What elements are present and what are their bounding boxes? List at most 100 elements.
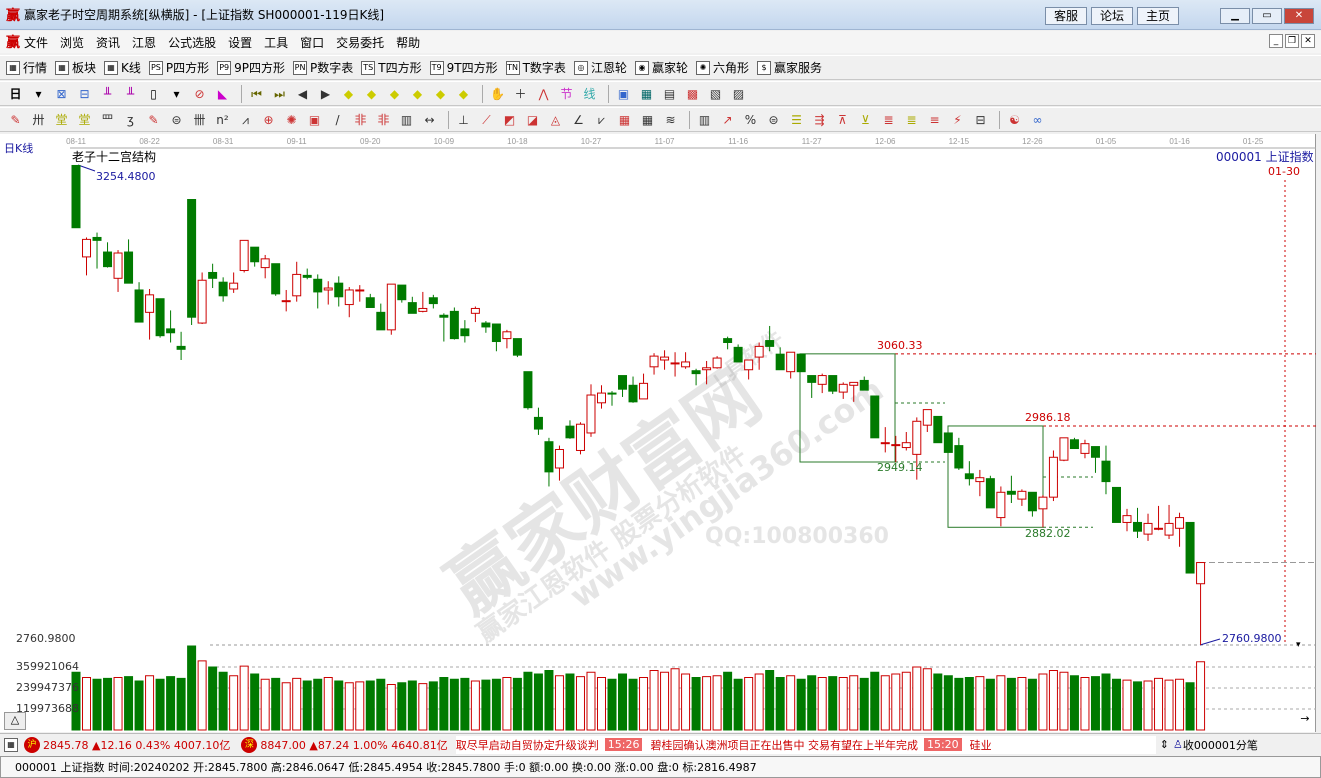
crosshair-icon[interactable]: ＋ bbox=[514, 86, 527, 101]
list-icon[interactable]: ▥ bbox=[698, 112, 711, 127]
scroll-right-arrow-icon[interactable]: → bbox=[1300, 712, 1310, 725]
indicator-icon[interactable]: ⊟ bbox=[79, 86, 90, 101]
bands2-icon[interactable]: ≣ bbox=[906, 112, 917, 127]
sz-index-quote[interactable]: 深 8847.00 ▲87.24 1.00% 4640.81亿 bbox=[238, 736, 448, 753]
export-icon[interactable]: ▨ bbox=[732, 86, 745, 101]
dropdown-icon[interactable]: ▾ bbox=[173, 86, 180, 101]
target-icon[interactable]: ⊕ bbox=[263, 112, 274, 127]
mdi-close-button[interactable]: ✕ bbox=[1301, 34, 1315, 48]
levels-icon[interactable]: ☰ bbox=[791, 112, 802, 127]
news-ticker[interactable]: 取尽早启动自贸协定升级谈判 15:26 碧桂园确认澳洲项目正在出售中 交易有望在上… bbox=[455, 735, 1156, 754]
last-icon[interactable]: ⏭ bbox=[274, 86, 285, 101]
angle-line-icon[interactable]: ∠ bbox=[573, 112, 584, 127]
circle-icon[interactable]: ⊜ bbox=[171, 112, 182, 127]
kline-chart[interactable]: 赢家财富网 赢家江恩软件 股票分析软件 工具软件 www.yingjia360.… bbox=[0, 134, 1316, 732]
maximize-button[interactable]: ▭ bbox=[1252, 8, 1282, 24]
delete-icon[interactable]: ⊟ bbox=[975, 112, 986, 127]
arrows-icon[interactable]: ⇶ bbox=[814, 112, 825, 127]
first-icon[interactable]: ⏮ bbox=[251, 86, 262, 101]
gann-fan-icon[interactable]: 堂 bbox=[55, 112, 68, 127]
period-selector[interactable]: 日 bbox=[9, 86, 22, 101]
toolbar-button[interactable]: ▦ K线 bbox=[104, 59, 141, 76]
arc-icon[interactable]: ⊼ bbox=[838, 112, 847, 127]
tick-data-label[interactable]: 收000001分笔 bbox=[1182, 738, 1258, 752]
expand-icon[interactable]: ◆ bbox=[389, 86, 400, 101]
fib-icon[interactable]: ≡ bbox=[929, 112, 940, 127]
signal-icon[interactable]: ⚡ bbox=[953, 112, 962, 127]
left-icon[interactable]: ◀ bbox=[297, 86, 308, 101]
gann-grid-icon[interactable]: 堂 bbox=[78, 112, 91, 127]
pen-icon[interactable]: ✎ bbox=[10, 112, 21, 127]
toolbar-button[interactable]: TN T数字表 bbox=[505, 59, 566, 76]
menu-item[interactable]: 设置 bbox=[228, 35, 253, 50]
toolbar-button[interactable]: T9 9T四方形 bbox=[429, 59, 498, 76]
close-button[interactable]: ✕ bbox=[1284, 8, 1314, 24]
shade-icon[interactable]: ◪ bbox=[526, 112, 539, 127]
toolbar-button[interactable]: PN P数字表 bbox=[293, 59, 353, 76]
mdi-minimize-button[interactable]: _ bbox=[1269, 34, 1283, 48]
report-icon[interactable]: ▤ bbox=[663, 86, 676, 101]
toolbar-button[interactable]: PS P四方形 bbox=[148, 59, 209, 76]
bars3-icon[interactable]: ╨ bbox=[103, 86, 112, 101]
mdi-restore-button[interactable]: ❐ bbox=[1285, 34, 1299, 48]
toolbar-button[interactable]: P9 9P四方形 bbox=[217, 59, 285, 76]
line-icon[interactable]: ⋀ bbox=[538, 86, 549, 101]
toolbar-button[interactable]: ▦ 板块 bbox=[55, 59, 96, 76]
customer-service-link[interactable]: 客服 bbox=[1045, 7, 1088, 25]
sh-index-quote[interactable]: 沪 2845.78 ▲12.16 0.43% 4007.10亿 bbox=[21, 736, 230, 753]
zoom-out-icon[interactable]: ◆ bbox=[366, 86, 377, 101]
fib-time-icon[interactable]: 卅 bbox=[32, 112, 45, 127]
box-icon[interactable]: ▣ bbox=[308, 112, 321, 127]
calendar-icon[interactable]: ▣ bbox=[617, 86, 630, 101]
minimize-button[interactable]: ▁ bbox=[1220, 8, 1250, 24]
ruler-icon[interactable]: ✎ bbox=[148, 112, 159, 127]
node-icon[interactable]: 节 bbox=[560, 86, 573, 101]
move-icon[interactable]: ◆ bbox=[435, 86, 446, 101]
menu-item[interactable]: 公式选股 bbox=[168, 35, 217, 50]
homepage-link[interactable]: 主页 bbox=[1137, 7, 1180, 25]
save-icon[interactable]: ▩ bbox=[686, 86, 699, 101]
expand-panel-button[interactable]: △ bbox=[4, 712, 26, 730]
gann-circle-icon[interactable]: ⊜ bbox=[768, 112, 779, 127]
zoom-in-icon[interactable]: ◆ bbox=[343, 86, 354, 101]
calculator-icon[interactable]: ▦ bbox=[640, 86, 653, 101]
shrink-icon[interactable]: ◆ bbox=[412, 86, 423, 101]
clear-icon[interactable]: ⊘ bbox=[194, 86, 205, 101]
menu-item[interactable]: 文件 bbox=[24, 35, 49, 50]
menu-item[interactable]: 浏览 bbox=[60, 35, 85, 50]
right-icon[interactable]: ▶ bbox=[320, 86, 331, 101]
gann-square-icon[interactable]: ⾮ bbox=[377, 112, 390, 127]
bands-icon[interactable]: ≣ bbox=[883, 112, 894, 127]
candle-type-icon[interactable]: ▯ bbox=[150, 86, 157, 101]
forum-link[interactable]: 论坛 bbox=[1091, 7, 1134, 25]
toolbar-button[interactable]: ✺ 六角形 bbox=[695, 59, 749, 76]
star-icon[interactable]: ✺ bbox=[286, 112, 297, 127]
infinity-icon[interactable]: ∞ bbox=[1032, 112, 1043, 127]
lines-icon[interactable]: 卌 bbox=[193, 112, 206, 127]
toolbar-button[interactable]: ◎ 江恩轮 bbox=[573, 59, 627, 76]
toolbar-button[interactable]: ▦ 行情 bbox=[6, 59, 47, 76]
calculator-icon[interactable]: ▦ bbox=[4, 737, 18, 752]
menu-item[interactable]: 江恩 bbox=[132, 35, 157, 50]
print-icon[interactable]: ▧ bbox=[709, 86, 722, 101]
menu-item[interactable]: 交易委托 bbox=[336, 35, 385, 50]
toolbar-button[interactable]: $ 赢家服务 bbox=[756, 59, 822, 76]
time-line-icon[interactable]: ⊥ bbox=[458, 112, 469, 127]
fit-icon[interactable]: ◆ bbox=[458, 86, 469, 101]
toolbar-button[interactable]: TS T四方形 bbox=[361, 59, 422, 76]
fill-icon[interactable]: ◬ bbox=[550, 112, 561, 127]
percent-icon[interactable]: % bbox=[744, 112, 757, 127]
table-icon[interactable]: ▥ bbox=[400, 112, 413, 127]
menu-item[interactable]: 资讯 bbox=[96, 35, 121, 50]
toolbar-button[interactable]: ◉ 赢家轮 bbox=[634, 59, 688, 76]
menu-item[interactable]: 窗口 bbox=[300, 35, 325, 50]
triangle-icon[interactable]: ◩ bbox=[503, 112, 516, 127]
menu-item[interactable]: 工具 bbox=[264, 35, 289, 50]
spin-button[interactable]: ⇕ bbox=[1159, 738, 1169, 751]
fan-icon[interactable]: ⟋ bbox=[482, 112, 491, 127]
arc2-icon[interactable]: ⊻ bbox=[861, 112, 870, 127]
menu-item[interactable]: 帮助 bbox=[396, 35, 421, 50]
parallel-icon[interactable]: / bbox=[335, 112, 340, 127]
measure-icon[interactable]: ↔ bbox=[424, 112, 435, 127]
wave-icon[interactable]: ≋ bbox=[665, 112, 676, 127]
